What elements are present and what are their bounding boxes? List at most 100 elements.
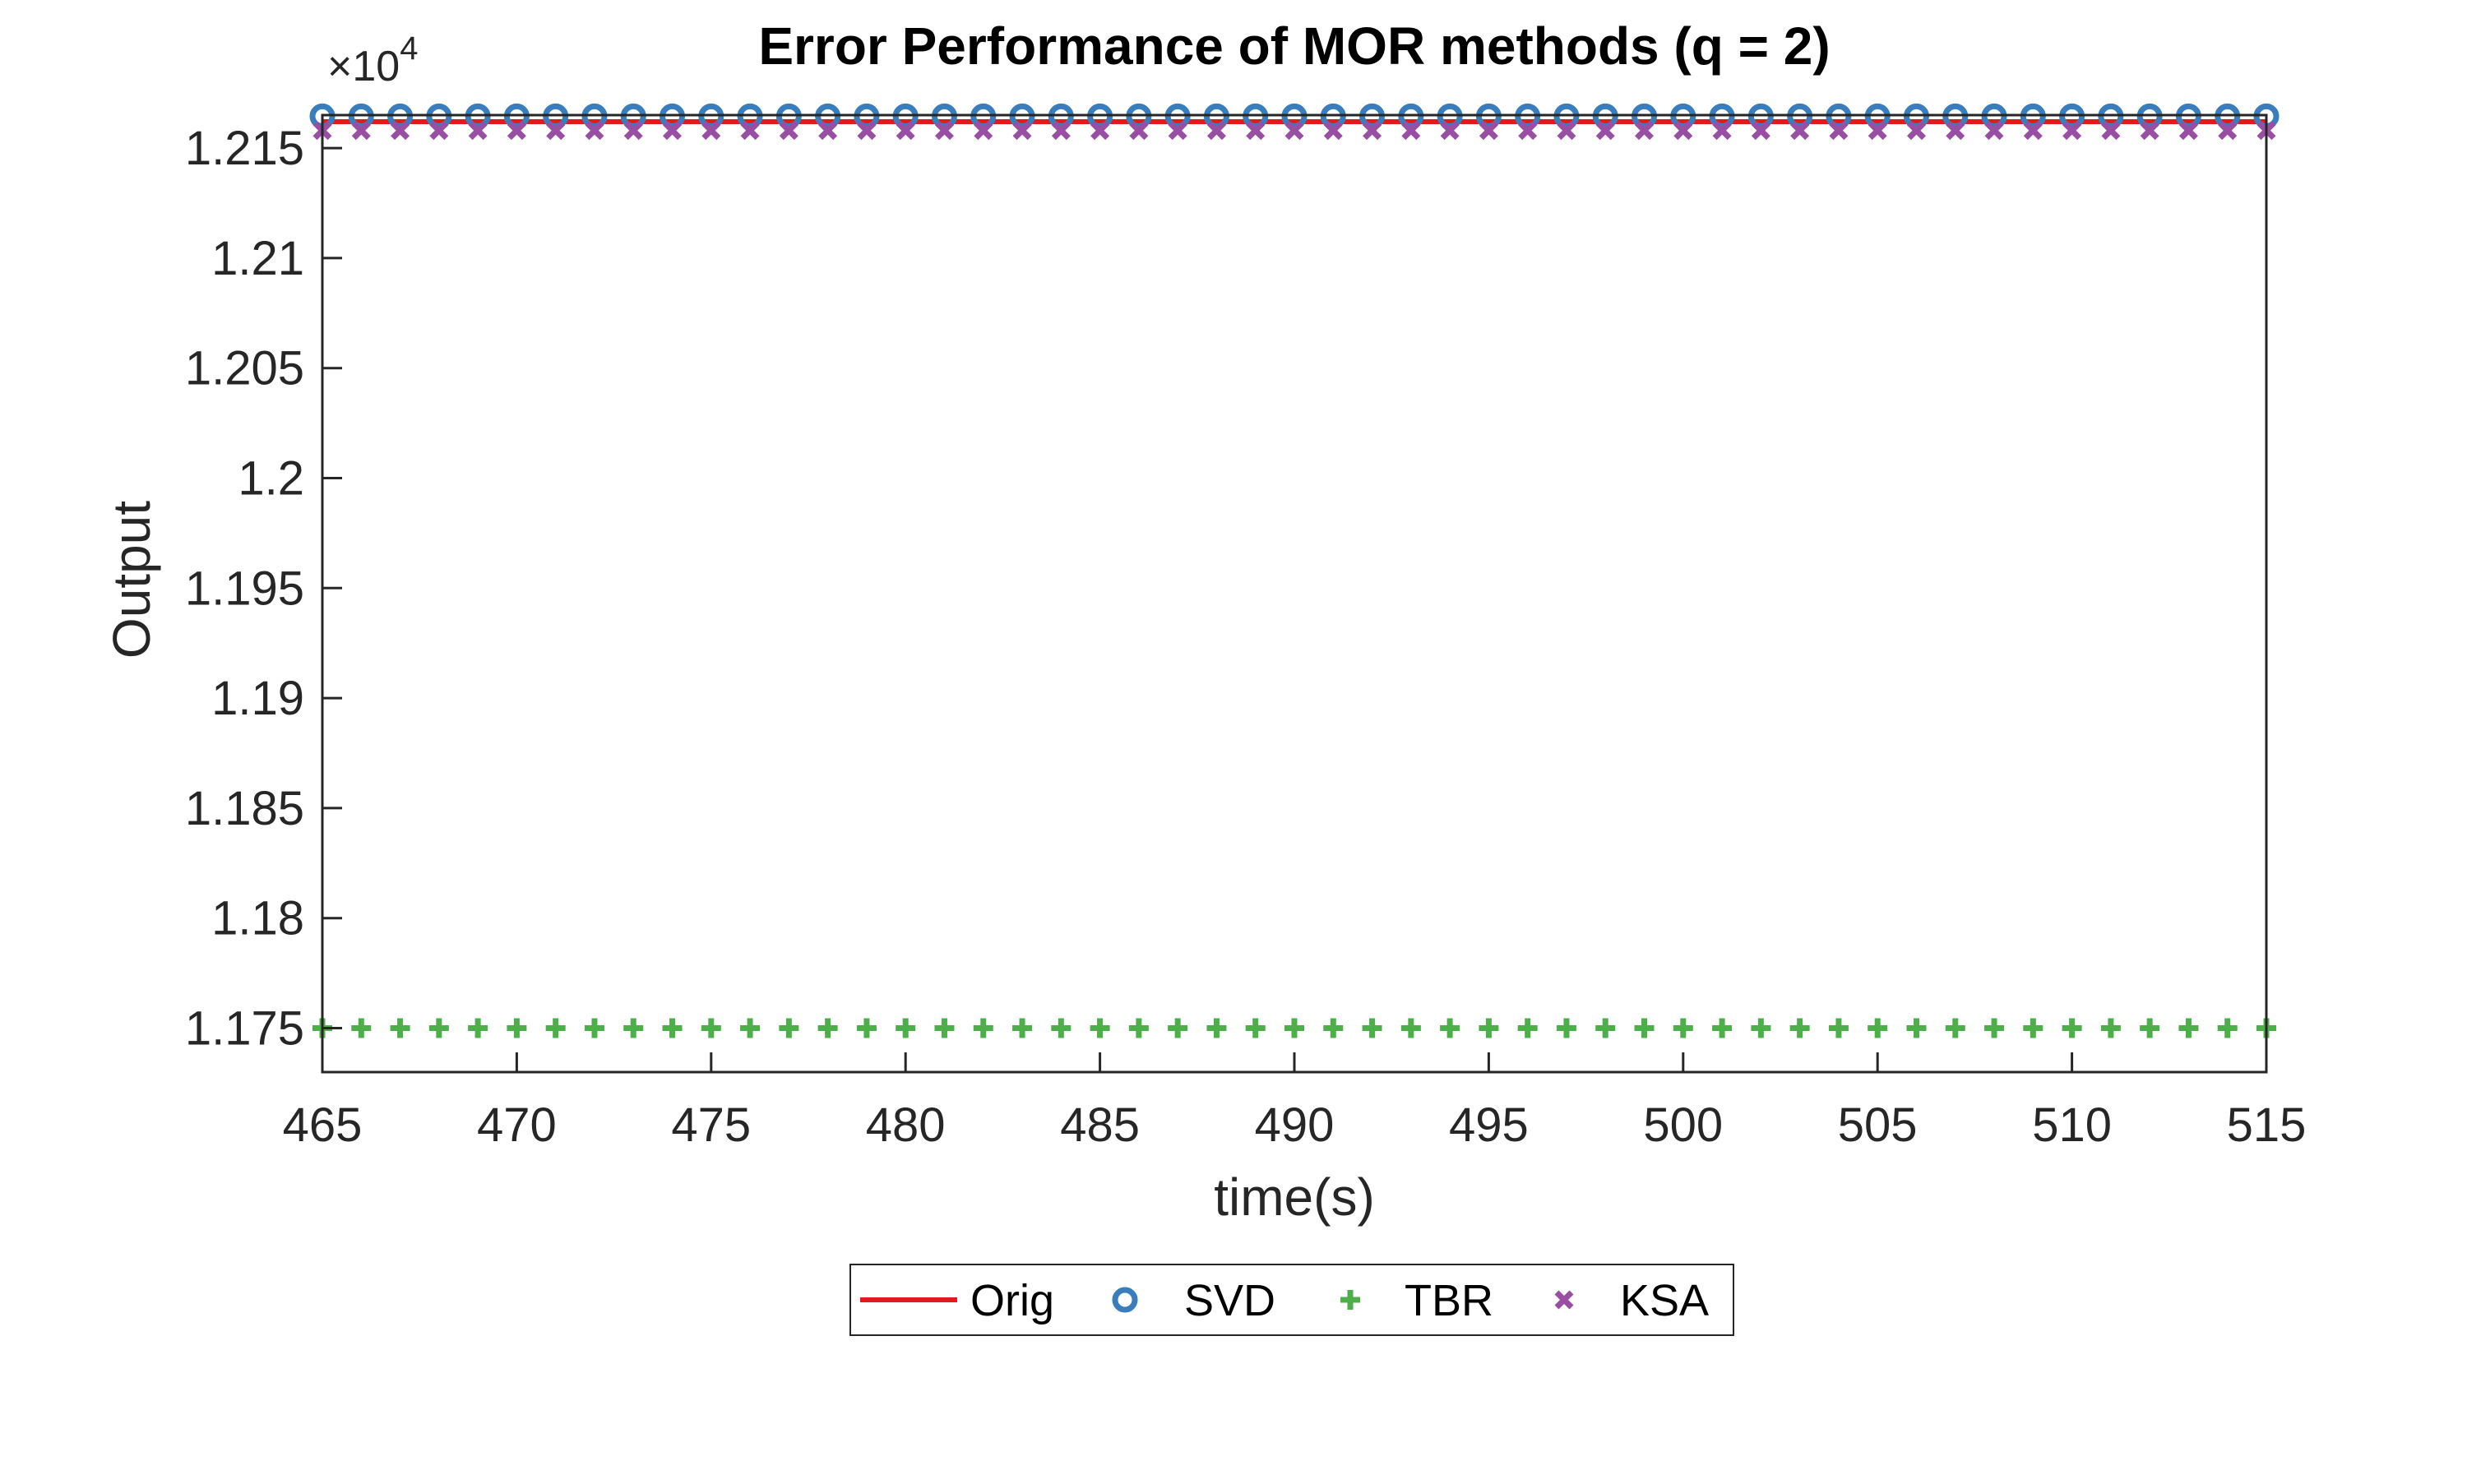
- series-tbr-point: [1517, 1018, 1538, 1038]
- series-ksa-point: [1323, 121, 1343, 141]
- series-tbr-point: [701, 1018, 721, 1038]
- series-tbr-point: [1673, 1018, 1693, 1038]
- series-tbr-point: [1868, 1018, 1888, 1038]
- series-tbr-point: [390, 1018, 410, 1038]
- series-ksa-point: [1829, 121, 1849, 141]
- series-tbr-point: [662, 1018, 683, 1038]
- series-tbr-point: [1012, 1018, 1033, 1038]
- series-ksa-point: [1440, 121, 1460, 141]
- series-ksa-point: [1012, 121, 1032, 141]
- series-ksa-point: [1557, 121, 1576, 141]
- series-ksa-point: [2062, 121, 2082, 141]
- series-tbr-point: [584, 1018, 604, 1038]
- series-ksa-point: [857, 121, 877, 141]
- series-ksa-point: [1712, 121, 1732, 141]
- y-ticks: 1.175 1.18 1.185 1.19 1.195 1.2 1.205 1.21 1.215: [185, 122, 342, 1055]
- y-tick-label: 1.175: [185, 1001, 304, 1055]
- series-ksa-point: [935, 121, 954, 141]
- series-tbr-point: [1440, 1018, 1460, 1038]
- series-ksa-point: [1673, 121, 1693, 141]
- series-tbr-point: [1206, 1018, 1227, 1038]
- x-tick-label: 510: [2032, 1098, 2112, 1152]
- series-tbr-point: [1128, 1018, 1149, 1038]
- series-ksa-point: [779, 121, 798, 141]
- series-tbr-point: [1168, 1018, 1188, 1038]
- series-tbr-point: [1400, 1018, 1421, 1038]
- series-ksa-point: [974, 121, 993, 141]
- legend: Orig SVD TBR KSA: [849, 1264, 1734, 1336]
- series-tbr-point: [856, 1018, 877, 1038]
- x-axis-label: time(s): [1214, 1167, 1375, 1227]
- series-ksa-point: [1868, 121, 1887, 141]
- series-ksa-point: [1946, 121, 1965, 141]
- x-tick-label: 465: [283, 1098, 363, 1152]
- y-tick-label: 1.19: [211, 672, 304, 725]
- series-tbr-point: [1751, 1018, 1771, 1038]
- y-tick-label: 1.21: [211, 232, 304, 285]
- series-tbr-point: [817, 1018, 838, 1038]
- series-tbr-point: [468, 1018, 488, 1038]
- series-ksa-point: [1984, 121, 2004, 141]
- series-tbr-point: [1284, 1018, 1304, 1038]
- series-ksa-point: [740, 121, 760, 141]
- series-ksa-point: [1790, 121, 1810, 141]
- series-tbr-point: [1906, 1018, 1927, 1038]
- series-tbr-point: [934, 1018, 955, 1038]
- series-ksa-point: [468, 121, 488, 141]
- series-tbr-point: [2178, 1018, 2199, 1038]
- series-ksa-point: [2140, 121, 2159, 141]
- legend-ksa-label: KSA: [1620, 1276, 1709, 1325]
- y-tick-label: 1.205: [185, 342, 304, 395]
- axes: [321, 113, 2268, 1074]
- series-ksa-point: [2178, 121, 2198, 141]
- series-tbr-point: [740, 1018, 761, 1038]
- y-tick-label: 1.185: [185, 782, 304, 835]
- series-tbr-point: [623, 1018, 644, 1038]
- series-ksa-point: [351, 121, 371, 141]
- series-tbr-point: [1789, 1018, 1810, 1038]
- series-ksa-point: [1907, 121, 1926, 141]
- series-tbr-point: [2217, 1018, 2238, 1038]
- series-tbr-point: [2100, 1018, 2121, 1038]
- series-tbr-point: [1595, 1018, 1616, 1038]
- series-ksa-point: [1363, 121, 1382, 141]
- series-tbr-point: [1051, 1018, 1072, 1038]
- series-tbr-point: [1984, 1018, 2005, 1038]
- axes-box: [321, 113, 2268, 1074]
- y-tick-label: 1.195: [185, 562, 304, 615]
- x-ticks: 465 470 475 480 485 490 495 500 505 510 515: [283, 1052, 2307, 1152]
- series-tbr-point: [1945, 1018, 1965, 1038]
- series-ksa-point: [429, 121, 449, 141]
- y-exponent-label: ×104: [327, 30, 418, 90]
- series-ksa-point: [2023, 121, 2043, 141]
- series-ksa-point: [1129, 121, 1149, 141]
- series-tbr-point: [1323, 1018, 1344, 1038]
- series-tbr-point: [1828, 1018, 1849, 1038]
- series-tbr-point: [1556, 1018, 1576, 1038]
- x-tick-label: 485: [1060, 1098, 1140, 1152]
- legend-svd-label: SVD: [1184, 1276, 1275, 1325]
- series-ksa-point: [2101, 121, 2121, 141]
- series-ksa-point: [1635, 121, 1654, 141]
- series-tbr-point: [1245, 1018, 1266, 1038]
- y-tick-label: 1.215: [185, 122, 304, 175]
- legend-box: [849, 1264, 1734, 1336]
- series-ksa-point: [1479, 121, 1498, 141]
- series-tbr-point: [779, 1018, 799, 1038]
- series-ksa-point: [623, 121, 643, 141]
- y-exponent-power: 4: [400, 30, 418, 67]
- series-ksa-point: [2218, 121, 2238, 141]
- x-tick-label: 470: [477, 1098, 557, 1152]
- x-tick-label: 490: [1255, 1098, 1335, 1152]
- series-tbr-point: [545, 1018, 566, 1038]
- series-ksa-point: [1051, 121, 1071, 141]
- series-tbr-point: [896, 1018, 916, 1038]
- x-tick-label: 475: [671, 1098, 751, 1152]
- legend-orig-label: Orig: [970, 1276, 1054, 1325]
- y-tick-label: 1.2: [238, 452, 304, 506]
- x-tick-label: 515: [2227, 1098, 2307, 1152]
- chart-title: Error Performance of MOR methods (q = 2): [758, 16, 1830, 76]
- series-ksa-point: [1090, 121, 1110, 141]
